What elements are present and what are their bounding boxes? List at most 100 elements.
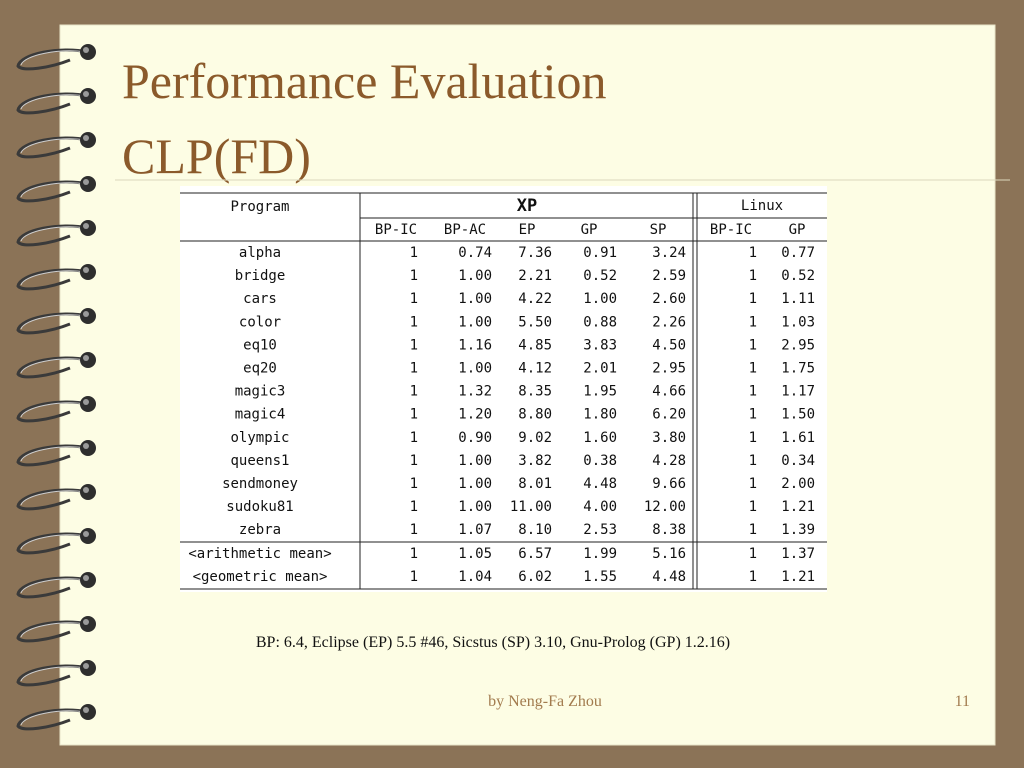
footer-author: by Neng-Fa Zhou [488, 693, 602, 710]
ring-wire-shine [20, 182, 87, 198]
ring-wire [16, 576, 89, 599]
ring-hole-shine [83, 707, 89, 713]
ring-wire [16, 620, 89, 643]
ring-hole-shine [83, 399, 89, 405]
table-cell: 1.99 [583, 546, 617, 562]
table-cell: 1.00 [583, 291, 617, 307]
title-line: CLP(FD) [122, 128, 311, 184]
ring-wire-shine [20, 666, 87, 682]
table-cell: 0.52 [781, 268, 815, 284]
table-cell: 4.12 [518, 361, 552, 377]
table-cell: 1.00 [458, 361, 492, 377]
ring-wire-shine [20, 358, 87, 374]
table-image [180, 186, 827, 592]
ring-wire-shine [20, 226, 87, 242]
table-cell: 1 [410, 407, 418, 423]
row-label: sendmoney [222, 476, 298, 492]
table-cell: 8.35 [518, 384, 552, 400]
header-cell: Program [230, 199, 289, 215]
table-cell: 5.16 [652, 546, 686, 562]
note: BP: 6.4, Eclipse (EP) 5.5 #46, Sicstus (… [256, 634, 730, 651]
table-cell: 1 [410, 522, 418, 538]
table-cell: 0.90 [458, 430, 492, 446]
ring-wire [16, 136, 89, 159]
table-cell: 0.34 [781, 453, 815, 469]
table-cell: 1 [749, 361, 757, 377]
ring-wire [16, 48, 89, 71]
table-cell: 1.00 [458, 499, 492, 515]
table-cell: 4.48 [583, 476, 617, 492]
row-label: olympic [230, 430, 289, 446]
ring-hole-shine [83, 531, 89, 537]
row-label: eq10 [243, 337, 277, 353]
row-label: queens1 [230, 453, 289, 469]
table-cell: 1.11 [781, 291, 815, 307]
table-cell: 2.21 [518, 268, 552, 284]
ring-wire-shine [20, 578, 87, 594]
ring-wire [16, 400, 89, 423]
table-cell: 0.88 [583, 314, 617, 330]
ring-wire [16, 532, 89, 555]
header-cell: GP [581, 222, 598, 238]
table-cell: 0.77 [781, 245, 815, 261]
table-cell: 1 [749, 407, 757, 423]
table-cell: 1 [410, 268, 418, 284]
table-cell: 3.24 [652, 245, 686, 261]
ring-wire [16, 488, 89, 511]
ring-hole-shine [83, 91, 89, 97]
table-cell: 1 [749, 314, 757, 330]
table-cell: 6.02 [518, 569, 552, 585]
table-cell: 1 [410, 430, 418, 446]
header-cell: Linux [741, 198, 783, 214]
row-label: magic3 [235, 384, 286, 400]
ring-hole-shine [83, 135, 89, 141]
table-cell: 1.03 [781, 314, 815, 330]
header-cell: SP [650, 222, 667, 238]
table-cell: 2.53 [583, 522, 617, 538]
table-cell: 1.00 [458, 453, 492, 469]
table-cell: 6.57 [518, 546, 552, 562]
table-cell: 1 [410, 314, 418, 330]
table-cell: 3.83 [583, 337, 617, 353]
ring-wire [16, 664, 89, 687]
table-cell: 1.61 [781, 430, 815, 446]
table-cell: 1.80 [583, 407, 617, 423]
ring-wire [16, 312, 89, 335]
ring-wire-shine [20, 402, 87, 418]
table-cell: 7.36 [518, 245, 552, 261]
header-cell: EP [519, 222, 536, 238]
table-cell: 1.39 [781, 522, 815, 538]
header-cell: XP [517, 196, 537, 216]
row-label: alpha [239, 245, 281, 261]
ring-wire-shine [20, 710, 87, 726]
table-cell: 2.00 [781, 476, 815, 492]
header-cell: BP-AC [444, 222, 486, 238]
ring-wire [16, 224, 89, 247]
table-cell: 1.50 [781, 407, 815, 423]
table-cell: 8.38 [652, 522, 686, 538]
table-cell: 1 [749, 337, 757, 353]
table-cell: 1.60 [583, 430, 617, 446]
table-cell: 4.85 [518, 337, 552, 353]
table-cell: 9.02 [518, 430, 552, 446]
table-cell: 1.55 [583, 569, 617, 585]
table-cell: 1 [410, 361, 418, 377]
table-cell: 1 [410, 384, 418, 400]
table-cell: 3.82 [518, 453, 552, 469]
table-cell: 0.38 [583, 453, 617, 469]
page-number: 11 [955, 693, 970, 710]
table-cell: 1 [749, 453, 757, 469]
table-cell: 4.22 [518, 291, 552, 307]
table-cell: 1.00 [458, 291, 492, 307]
table-cell: 1 [410, 291, 418, 307]
ring-hole-shine [83, 487, 89, 493]
table-cell: 4.48 [652, 569, 686, 585]
table-cell: 1.32 [458, 384, 492, 400]
table-cell: 4.00 [583, 499, 617, 515]
table-cell: 1 [749, 291, 757, 307]
table-cell: 1 [749, 268, 757, 284]
table-cell: 1 [410, 546, 418, 562]
ring-hole-shine [83, 619, 89, 625]
